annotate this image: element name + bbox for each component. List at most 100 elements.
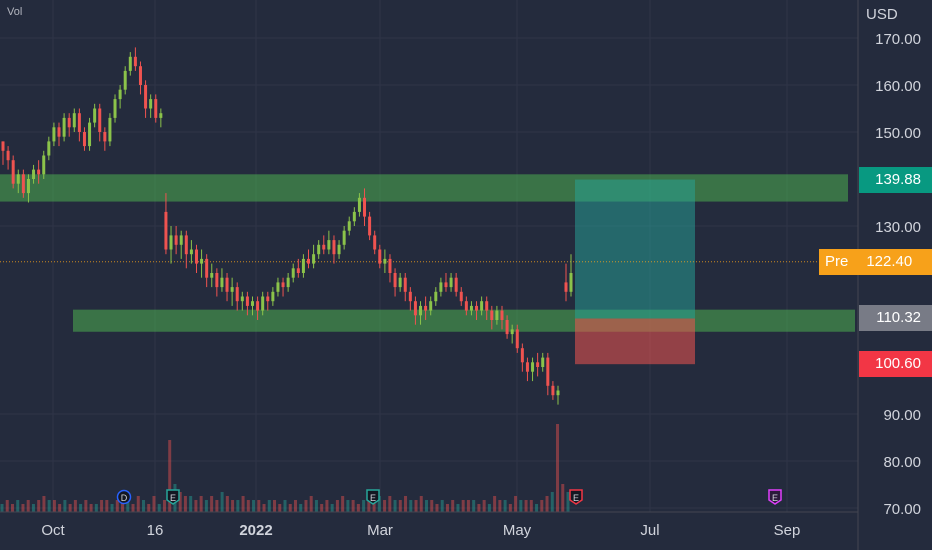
candle-body: [495, 310, 499, 320]
candle-body: [444, 282, 448, 288]
volume-bar: [503, 500, 507, 512]
candle-body: [520, 348, 524, 363]
volume-bar: [425, 500, 428, 512]
candle-body: [88, 122, 92, 147]
candle-body: [266, 296, 270, 302]
volume-bar: [225, 496, 229, 512]
candle-body: [459, 291, 463, 302]
volume-bar: [356, 504, 360, 512]
target-price-label[interactable]: 139.88: [859, 166, 932, 193]
candle-body: [42, 155, 46, 175]
candle-body: [57, 127, 61, 137]
candle-body: [159, 113, 163, 118]
volume-bar: [566, 492, 570, 512]
volume-bar: [89, 504, 93, 512]
candle-body: [337, 244, 341, 255]
candle-body: [194, 249, 198, 264]
volume-bar: [440, 500, 444, 512]
volume-bar: [445, 504, 449, 512]
x-tick-label: May: [503, 522, 532, 539]
candle-body: [11, 160, 15, 184]
candle-body: [307, 258, 311, 264]
volume-bar: [189, 496, 193, 512]
candle-body: [220, 277, 224, 288]
candle-body: [454, 277, 458, 292]
volume-bar: [115, 500, 119, 512]
event-marker-label: D: [121, 493, 128, 503]
volume-bar: [31, 504, 35, 512]
candle-body: [149, 99, 153, 109]
candle-body: [123, 70, 127, 90]
stop-price-label[interactable]: 100.60: [859, 351, 932, 378]
volume-bar: [461, 500, 465, 512]
candle-body: [138, 66, 142, 85]
event-marker-label: E: [170, 493, 176, 503]
volume-bar: [47, 500, 51, 512]
volume-bar: [346, 500, 350, 512]
volume-bar: [152, 496, 156, 512]
volume-bar: [540, 500, 544, 512]
premarket-prefix: Pre: [825, 252, 849, 270]
volume-bar: [419, 496, 423, 512]
x-tick-label: Jul: [640, 522, 659, 539]
candle-body: [200, 258, 204, 264]
volume-bar: [377, 496, 381, 512]
volume-bar: [257, 500, 261, 512]
candle-body: [317, 244, 321, 255]
volume-bar: [545, 496, 549, 512]
volume-bar: [351, 500, 355, 512]
volume-bar: [42, 496, 46, 512]
candle-body: [179, 235, 183, 245]
volume-bar: [215, 500, 219, 512]
candle-body: [240, 296, 244, 302]
candle-body: [434, 291, 438, 302]
candle-body: [429, 301, 433, 311]
volume-indicator-label[interactable]: Vol: [7, 6, 23, 18]
volume-bar: [404, 496, 408, 512]
candle-body: [256, 301, 260, 311]
volume-bar: [482, 500, 486, 512]
volume-bar: [162, 500, 166, 512]
candle-body: [551, 385, 555, 396]
volume-bar: [466, 500, 470, 512]
candle-body: [347, 221, 351, 231]
candle-body: [281, 282, 285, 288]
candle-body: [215, 273, 219, 288]
candle-body: [210, 273, 214, 278]
candle-body: [485, 301, 489, 311]
candle-body: [174, 235, 178, 245]
currency-label[interactable]: USD: [866, 6, 898, 23]
volume-bar: [267, 500, 271, 512]
candle-body: [312, 254, 316, 264]
volume-bar: [556, 424, 560, 512]
volume-bar: [330, 504, 334, 512]
premarket-price-label[interactable]: Pre 122.40: [819, 248, 932, 275]
volume-bar: [362, 500, 366, 512]
entry-price-label[interactable]: 110.32: [859, 305, 932, 332]
candle-body: [352, 211, 356, 222]
volume-bar: [435, 504, 439, 512]
candle-body: [342, 230, 346, 245]
earnings-marker: [569, 489, 583, 505]
volume-bar: [456, 504, 460, 512]
candle-body: [113, 99, 117, 118]
candle-body: [515, 329, 519, 349]
candle-body: [393, 273, 397, 288]
volume-bar: [341, 496, 345, 512]
volume-bar: [487, 504, 491, 512]
volume-bar: [178, 492, 182, 512]
volume-bar: [472, 500, 476, 512]
candle-body: [490, 310, 494, 320]
candle-body: [144, 85, 148, 109]
volume-bar: [288, 504, 292, 512]
volume-bar: [498, 500, 502, 512]
volume-bar: [204, 500, 208, 512]
candle-body: [62, 117, 66, 137]
premarket-value: 122.40: [866, 252, 913, 270]
volume-bar: [493, 496, 497, 512]
volume-bar: [63, 500, 67, 512]
candle-body: [235, 287, 239, 302]
volume-bar: [430, 500, 434, 512]
